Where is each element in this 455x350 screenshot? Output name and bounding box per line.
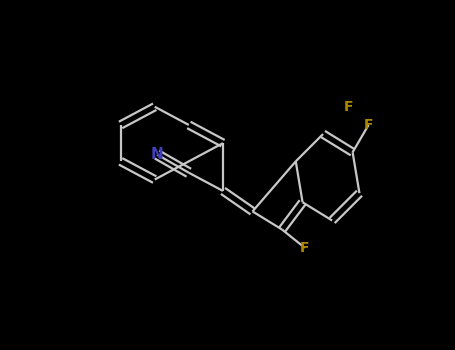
Text: F: F (344, 100, 353, 114)
Text: F: F (300, 241, 309, 255)
Text: N: N (151, 147, 163, 162)
Text: F: F (364, 118, 373, 132)
